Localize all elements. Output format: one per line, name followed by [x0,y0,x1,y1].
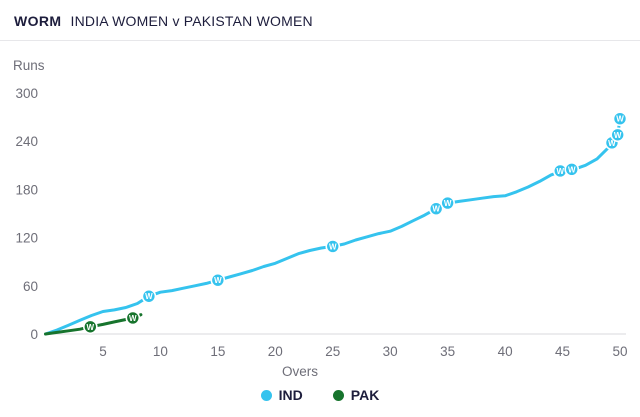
y-tick-label: 300 [15,86,38,101]
x-axis-title: Overs [282,364,318,379]
wicket-marker-ind [610,127,626,143]
y-tick-label: 120 [15,231,38,246]
wicket-marker-label: W [614,131,622,140]
x-tick-label: 5 [99,344,107,359]
x-tick-label: 20 [268,344,283,359]
x-tick-label: 40 [498,344,513,359]
wicket-marker-ind [440,195,455,211]
ind-legend-dot [260,389,272,401]
ind-legend-label: IND [278,387,303,403]
wicket-marker-label: W [329,242,337,251]
wicket-marker-label: W [432,205,440,214]
chart-subtitle: INDIA WOMEN v PAKISTAN WOMEN [70,13,313,29]
y-tick-label: 0 [30,327,38,342]
wicket-marker-ind [612,111,628,127]
wicket-marker-ind [428,201,444,216]
wicket-marker-pak [125,310,141,326]
wicket-marker-label: W [87,323,95,332]
wicket-marker-pak [83,319,98,335]
x-tick-label: 15 [210,344,225,359]
worm-line-ind [44,117,622,336]
wicket-marker-label: W [129,314,137,323]
pak-legend-label: PAK [350,387,380,403]
x-tick-label: 30 [383,344,398,359]
header-divider [0,40,640,41]
wicket-marker-ind [564,162,580,177]
chart-header: WORM INDIA WOMEN v PAKISTAN WOMEN [0,0,640,40]
x-tick-label: 45 [555,344,570,359]
wicket-marker-label: W [444,199,452,208]
x-tick-label: 25 [325,344,340,359]
y-axis-title: Runs [13,58,45,73]
chart-title: WORM [14,13,62,29]
y-tick-label: 180 [15,182,38,197]
y-tick-label: 60 [23,279,38,294]
y-tick-label: 240 [15,134,38,149]
wicket-marker-ind [210,272,226,288]
x-tick-label: 50 [612,344,627,359]
wicket-marker-ind [141,288,157,304]
wicket-marker-label: W [556,167,564,176]
legend-item-ind: IND [260,387,303,403]
worm-chart: Runs 0 60 120 180 240 300 5 10 15 20 25 30 35 40 45 50 Ov… [13,58,628,379]
chart-legend: IND PAK [0,383,640,407]
wicket-marker-label: W [145,292,153,301]
wicket-marker-label: W [616,115,624,124]
x-tick-label: 35 [440,344,455,359]
wicket-marker-label: W [214,276,222,285]
x-tick-label: 10 [153,344,168,359]
wicket-marker-ind [325,239,341,254]
pak-legend-dot [332,389,344,401]
wicket-marker-label: W [568,165,576,174]
legend-item-pak: PAK [332,387,380,403]
wicket-marker-label: W [608,139,616,148]
